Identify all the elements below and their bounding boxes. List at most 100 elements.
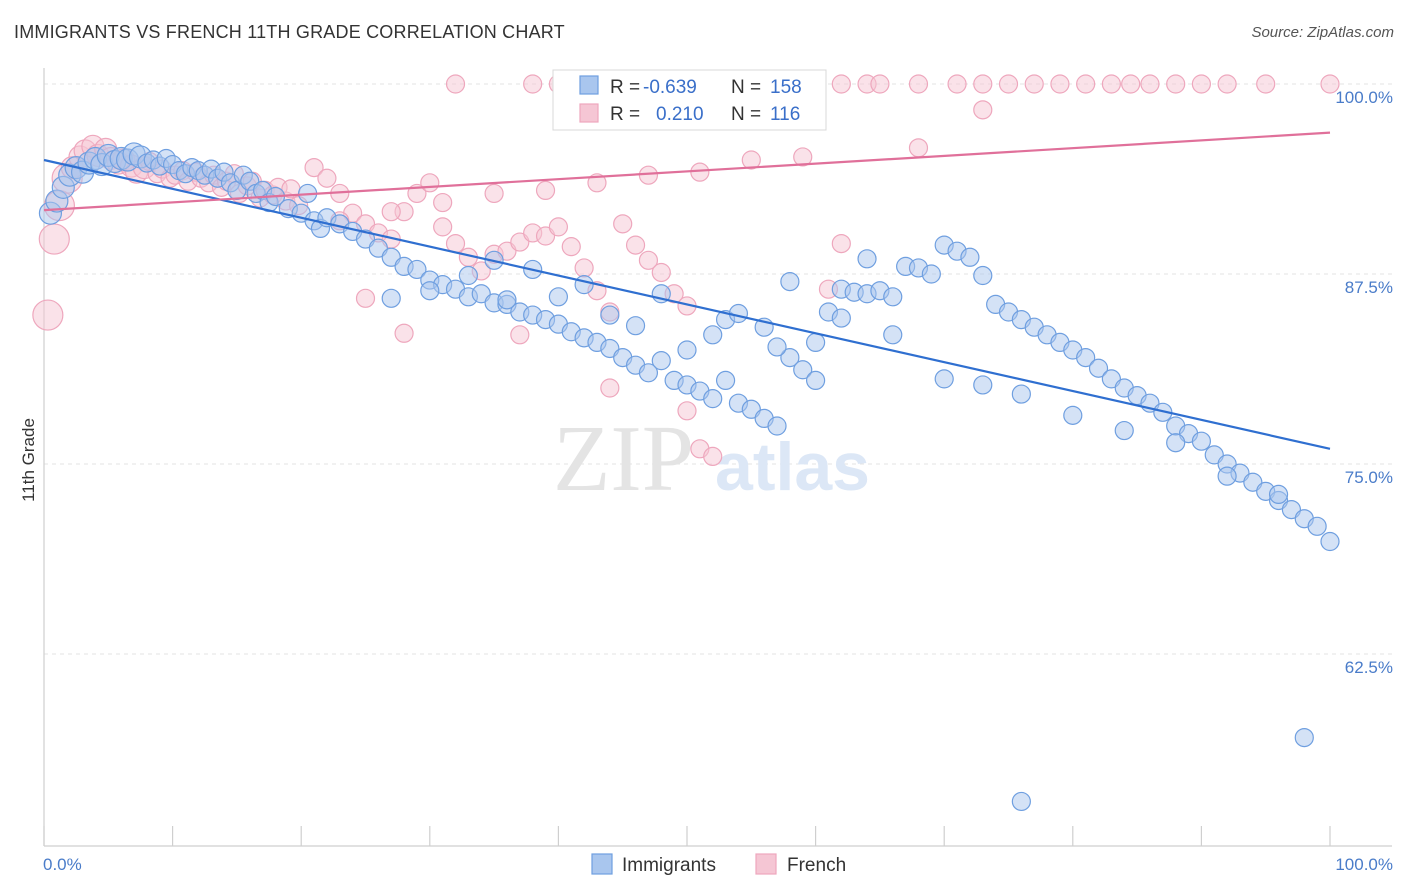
immigrants-point — [1307, 516, 1327, 536]
immigrants-point — [767, 416, 787, 436]
immigrants-point — [625, 316, 646, 336]
french-point — [561, 237, 581, 257]
y-tick-label: 75.0% — [1345, 468, 1393, 487]
immigrants-trend-line — [43, 158, 1331, 450]
immigrants-point — [715, 370, 736, 390]
immigrants-point — [780, 272, 800, 292]
french-point — [638, 250, 659, 270]
legend-swatch-french — [579, 103, 599, 123]
french-point — [1140, 74, 1160, 94]
french-point — [1320, 74, 1340, 94]
french-point — [317, 168, 337, 188]
immigrants-point — [767, 337, 787, 357]
immigrants-point — [1063, 405, 1083, 425]
immigrants-point — [805, 370, 826, 390]
legend-r-label: R = — [610, 104, 640, 125]
french-trend-line — [43, 131, 1331, 212]
legend-n-value: 158 — [770, 77, 802, 98]
legend-r-label: R = — [610, 77, 640, 98]
legend-n-value: 116 — [770, 104, 800, 125]
french-point — [38, 223, 70, 255]
french-point — [1217, 74, 1237, 94]
french-point — [381, 202, 401, 222]
immigrants-point — [857, 249, 877, 269]
y-tick-labels: 100.0% 87.5% 75.0% 62.5% — [1335, 88, 1393, 677]
french-point — [510, 325, 530, 345]
french-point — [1050, 74, 1070, 94]
immigrants-point — [574, 275, 594, 295]
french-point — [433, 192, 453, 213]
immigrants-point — [703, 325, 723, 345]
bottom-legend: Immigrants French — [591, 853, 846, 876]
immigrants-point — [1088, 358, 1109, 378]
immigrants-point — [1011, 384, 1031, 404]
legend-swatch-immigrants — [579, 75, 599, 95]
watermark-zip: ZIP — [553, 407, 694, 511]
french-point — [1101, 74, 1121, 94]
french-point — [613, 214, 633, 234]
french-point — [420, 173, 440, 193]
immigrants-point — [548, 287, 569, 307]
immigrants-point — [1320, 531, 1340, 552]
french-point — [625, 235, 646, 255]
immigrants-point — [1294, 727, 1314, 748]
french-point — [32, 299, 64, 331]
legend-r-value: -0.639 — [643, 77, 697, 98]
immigrants-point — [497, 290, 517, 310]
trend-lines — [43, 131, 1331, 450]
immigrants-point — [883, 325, 903, 345]
french-point — [1256, 74, 1276, 94]
french-point — [831, 74, 851, 94]
french-point — [433, 217, 453, 237]
chart-title: IMMIGRANTS VS FRENCH 11TH GRADE CORRELAT… — [14, 22, 565, 42]
immigrants-point — [1011, 791, 1031, 812]
y-axis-title: 11th Grade — [19, 418, 38, 502]
immigrants-point — [1191, 431, 1212, 451]
immigrants-point — [638, 363, 659, 383]
french-point — [1024, 74, 1044, 94]
french-point — [484, 183, 504, 204]
french-point — [445, 74, 466, 94]
immigrants-point — [1076, 348, 1096, 368]
legend-n-label: N = — [731, 104, 761, 125]
french-point — [535, 180, 556, 200]
french-point — [677, 401, 697, 421]
french-point — [870, 74, 890, 94]
french-point — [651, 262, 671, 283]
bottom-legend-label-immigrants: Immigrants — [622, 855, 716, 876]
x-tick-labels: 0.0% 100.0% — [43, 855, 1393, 874]
french-point — [908, 138, 929, 158]
legend: R = -0.639 N = 158 R = 0.210 N = 116 — [552, 69, 827, 131]
french-point — [304, 158, 324, 178]
x-tick-label: 100.0% — [1335, 855, 1393, 874]
y-tick-label: 87.5% — [1345, 278, 1393, 297]
french-point — [831, 234, 851, 254]
immigrants-point — [883, 287, 903, 307]
french-point — [703, 446, 723, 466]
immigrants-point — [805, 332, 826, 352]
immigrants-point — [600, 305, 620, 325]
french-point — [908, 74, 929, 94]
immigrants-point — [651, 351, 671, 371]
french-point — [793, 147, 813, 167]
immigrants-point — [831, 308, 851, 328]
french-point — [973, 100, 993, 120]
immigrants-point — [381, 288, 401, 308]
french-point — [394, 323, 414, 343]
immigrants-point — [420, 281, 440, 301]
legend-r-value: 0.210 — [656, 104, 704, 125]
immigrants-point — [677, 340, 697, 360]
y-tick-label: 62.5% — [1345, 658, 1393, 677]
french-point — [947, 74, 967, 94]
french-point — [355, 288, 376, 308]
watermark: ZIP atlas — [553, 407, 870, 511]
french-point — [690, 162, 710, 182]
french-point — [1191, 74, 1212, 94]
bottom-legend-swatch-french — [755, 853, 777, 875]
bottom-legend-label-french: French — [787, 855, 846, 876]
french-point — [741, 150, 761, 170]
legend-n-label: N = — [731, 77, 761, 98]
french-point — [1166, 74, 1186, 94]
french-point — [1121, 74, 1141, 94]
